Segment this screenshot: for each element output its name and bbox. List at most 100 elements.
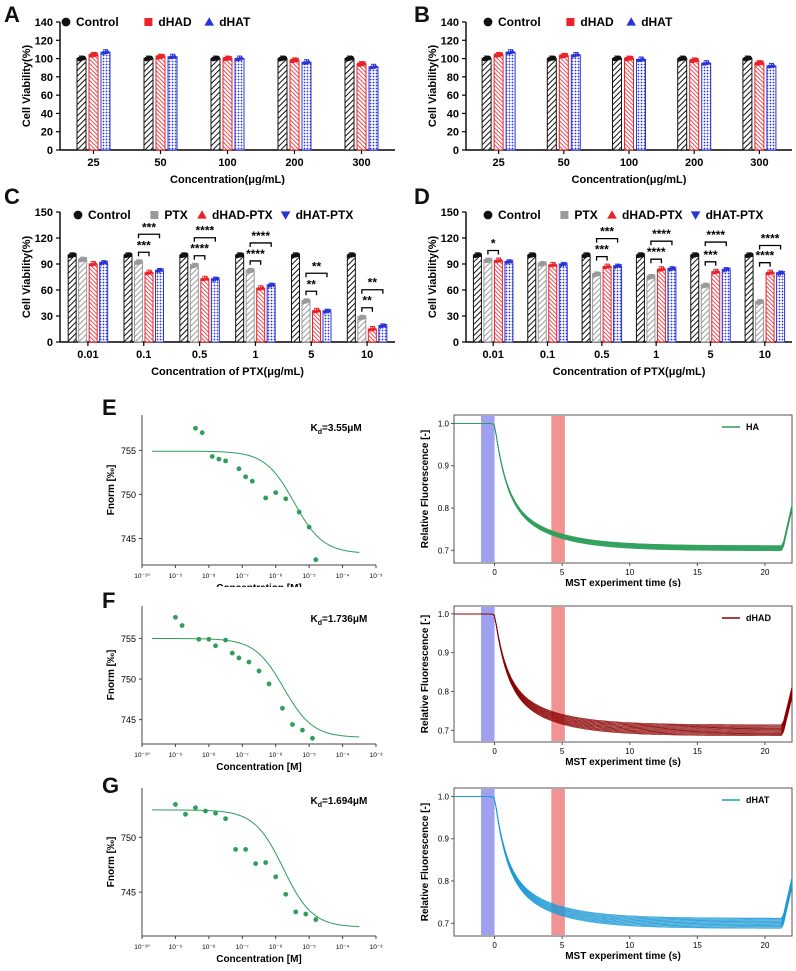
data-point xyxy=(306,524,312,530)
legend-label-control: Control xyxy=(88,208,131,222)
bar-ptx xyxy=(646,276,656,343)
bar-dhad xyxy=(155,56,166,151)
x-tick-label: 10⁻⁸ xyxy=(202,752,216,759)
y-tick-label: 1.0 xyxy=(438,610,450,619)
y-tick-label: 0.8 xyxy=(438,504,450,513)
plot-frame xyxy=(453,605,793,743)
fluorescence-trace xyxy=(454,613,793,730)
bar-dhat xyxy=(570,54,581,151)
fluorescence-trace xyxy=(454,423,793,550)
y-tick-label: 0.7 xyxy=(438,726,450,735)
cold-region-band xyxy=(481,416,495,562)
y-tick-label: 745 xyxy=(121,715,136,725)
data-point xyxy=(648,274,654,280)
data-point xyxy=(559,54,564,59)
significance-label: **** xyxy=(190,242,209,256)
bar-dhad-ptx xyxy=(711,271,721,343)
data-point xyxy=(477,252,482,258)
bar-control xyxy=(235,254,245,343)
legend-label-dhad-ptx: dHAD-PTX xyxy=(212,208,273,222)
x-tick-label: 10⁻⁴ xyxy=(336,944,350,951)
fluorescence-trace xyxy=(454,613,793,736)
bar-dhad-ptx xyxy=(88,263,98,343)
y-tick-label: 750 xyxy=(121,490,136,500)
data-point xyxy=(273,874,279,880)
x-tick-label: 10⁻¹⁰ xyxy=(134,944,150,951)
legend-marker-control xyxy=(61,17,71,27)
x-tick-label: 0.1 xyxy=(540,349,555,361)
legend-marker-control xyxy=(483,210,493,220)
data-point xyxy=(283,496,289,502)
data-point xyxy=(562,262,568,267)
mst-trace-f: 0.7 0.8 0.9 1.0 0 5 10 15 20 Relative Fluorescenc… xyxy=(420,605,793,768)
significance-bracket xyxy=(758,262,771,267)
x-tick-label: 10 xyxy=(759,349,771,361)
fluorescence-trace xyxy=(454,796,793,929)
bar-dhat xyxy=(167,56,178,151)
data-point xyxy=(498,52,503,57)
x-tick-label: 200 xyxy=(285,157,303,169)
data-point xyxy=(266,681,272,687)
y-tick-label: 755 xyxy=(121,446,136,456)
x-tick-label: 10⁻⁸ xyxy=(202,573,216,580)
data-point xyxy=(303,299,309,304)
data-point xyxy=(585,252,591,258)
y-axis-label: Cell Viability(%) xyxy=(21,45,33,128)
data-point xyxy=(316,307,322,313)
fluorescence-trace xyxy=(454,423,793,550)
data-point xyxy=(103,260,109,266)
x-tick-label: 10⁻³ xyxy=(370,573,384,580)
fluorescence-trace xyxy=(454,613,793,733)
bar-control xyxy=(742,58,753,151)
bar-control xyxy=(210,58,221,151)
y-tick-label: 0.8 xyxy=(438,877,450,886)
significance-label: **** xyxy=(195,224,214,238)
fluorescence-trace xyxy=(454,423,793,548)
x-tick-label: 100 xyxy=(620,157,638,169)
data-point xyxy=(283,891,289,897)
bar-control xyxy=(527,254,537,343)
significance-bracket xyxy=(193,237,216,242)
x-tick-label: 300 xyxy=(352,157,370,169)
data-point xyxy=(551,55,557,61)
fluorescence-trace xyxy=(454,613,793,727)
y-tick-label: 60 xyxy=(447,285,459,297)
data-point xyxy=(199,430,205,436)
data-point xyxy=(253,861,259,867)
data-point xyxy=(105,49,111,54)
y-tick-label: 750 xyxy=(121,675,136,685)
x-tick-label: 0.01 xyxy=(77,349,98,361)
data-point xyxy=(134,260,139,265)
data-point xyxy=(209,454,215,459)
y-tick-label: 745 xyxy=(121,534,136,544)
fluorescence-trace xyxy=(454,423,793,550)
data-point xyxy=(203,808,208,814)
significance-label: *** xyxy=(703,248,717,262)
data-point xyxy=(204,275,210,281)
fluorescence-trace xyxy=(454,796,793,925)
x-tick-label: 10 xyxy=(625,747,634,756)
legend-label-dhat: dHAT xyxy=(641,15,673,29)
y-tick-label: 120 xyxy=(441,35,459,47)
data-point xyxy=(300,727,305,733)
panel-label-a: A xyxy=(4,2,20,27)
x-tick-label: 25 xyxy=(87,157,99,169)
x-tick-label: 10⁻³ xyxy=(370,752,384,759)
significance-label: ** xyxy=(307,277,317,291)
y-axis-label: Cell Viability(%) xyxy=(21,236,33,319)
y-tick-label: 60 xyxy=(41,90,53,102)
significance-label: ** xyxy=(362,294,372,308)
legend-marker-control xyxy=(483,17,493,27)
fluorescence-trace xyxy=(454,613,793,735)
panel-label-g: G xyxy=(102,773,120,798)
data-point xyxy=(306,298,311,303)
significance-bracket xyxy=(758,244,782,250)
data-point xyxy=(263,860,269,865)
legend-marker-dhat-ptx xyxy=(280,211,291,220)
fluorescence-trace xyxy=(454,423,793,546)
y-tick-label: 745 xyxy=(121,888,136,898)
x-tick-label: 5 xyxy=(308,349,314,361)
x-tick-label: 0 xyxy=(492,941,497,950)
data-point xyxy=(290,722,295,727)
x-tick-label: 15 xyxy=(693,941,702,950)
